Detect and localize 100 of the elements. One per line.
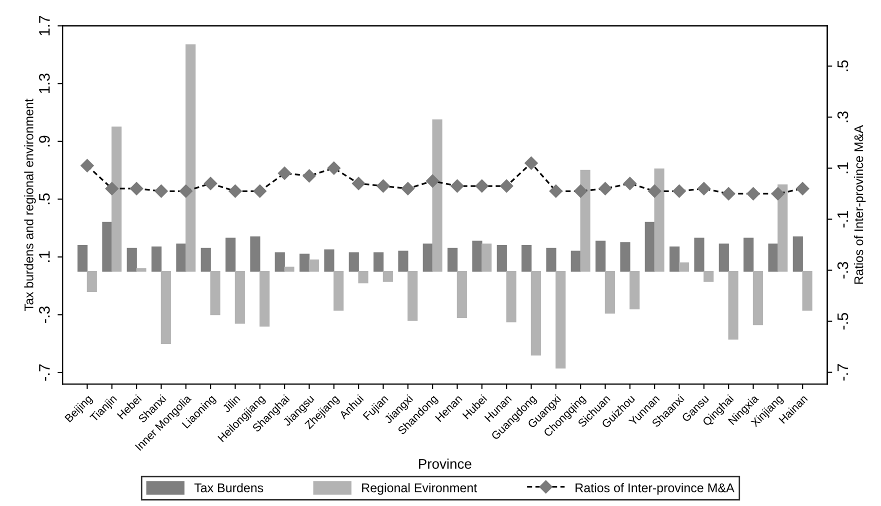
bar xyxy=(496,245,507,272)
point xyxy=(623,176,637,190)
point xyxy=(574,184,588,198)
y-tick-label: -.3 xyxy=(38,306,50,323)
point xyxy=(80,159,94,172)
bar xyxy=(77,245,88,272)
bar xyxy=(112,126,122,272)
bar xyxy=(308,259,319,272)
point xyxy=(475,179,488,193)
bar xyxy=(408,271,418,321)
y2-tick-label: .5 xyxy=(838,60,848,72)
bar xyxy=(284,266,294,272)
bar xyxy=(768,244,778,272)
bar xyxy=(718,244,729,272)
y2-tick-label: -.5 xyxy=(838,313,848,330)
y2-tick-label: -.3 xyxy=(837,262,848,278)
bar xyxy=(300,254,310,272)
bar xyxy=(274,252,285,272)
point xyxy=(302,169,316,182)
point xyxy=(352,176,366,190)
x-axis-title: Province xyxy=(419,458,472,469)
y-tick-label: 1.3 xyxy=(38,74,50,94)
bar xyxy=(556,271,566,369)
point xyxy=(401,182,414,196)
point xyxy=(105,182,118,196)
bar xyxy=(670,246,680,272)
bar xyxy=(530,271,541,356)
bar xyxy=(522,245,532,272)
point xyxy=(450,179,464,193)
bar xyxy=(348,252,359,272)
bar xyxy=(398,250,408,272)
point xyxy=(771,187,785,200)
bar xyxy=(160,271,171,344)
bar xyxy=(260,271,270,327)
point xyxy=(648,184,662,198)
y2-tick-label: .1 xyxy=(838,162,848,174)
bar xyxy=(596,240,606,272)
bar xyxy=(226,238,236,272)
y2-axis-title: Ratios of Inter-province M&A xyxy=(854,125,866,284)
point xyxy=(154,184,168,198)
y-tick-label: .9 xyxy=(38,136,50,146)
point xyxy=(278,166,292,180)
point xyxy=(130,182,144,196)
bar xyxy=(324,249,334,272)
bar xyxy=(152,246,162,272)
point xyxy=(376,179,390,193)
bar xyxy=(728,271,738,340)
bar xyxy=(234,271,245,324)
bar xyxy=(472,240,482,272)
bar xyxy=(802,271,812,311)
bar xyxy=(694,238,704,272)
y2-tick-label: -.1 xyxy=(838,211,848,228)
point xyxy=(672,184,686,198)
point xyxy=(746,187,760,200)
bar xyxy=(752,271,763,326)
bar xyxy=(704,271,714,282)
bar xyxy=(200,248,211,272)
bar xyxy=(778,184,788,272)
bar xyxy=(334,271,344,311)
bar xyxy=(374,252,384,272)
y2-tick-label: -.7 xyxy=(838,364,848,381)
bar xyxy=(654,168,664,272)
bar xyxy=(186,44,196,272)
point xyxy=(697,182,711,196)
bar xyxy=(250,236,260,272)
legend-label: Tax Burdens xyxy=(194,483,264,492)
point xyxy=(327,162,340,175)
bar xyxy=(176,244,186,272)
y-axis-title: Tax burdens and regional environment xyxy=(24,98,36,311)
point xyxy=(179,184,192,198)
bar xyxy=(630,271,640,310)
bar xyxy=(136,268,146,272)
bar xyxy=(604,271,615,314)
bar xyxy=(482,244,492,272)
bar xyxy=(506,271,516,322)
bar xyxy=(620,242,630,272)
y-tick-label: 1.7 xyxy=(39,16,50,36)
legend-label: Regional Evironment xyxy=(362,483,478,495)
legend-label: Ratios of Inter-province M&A xyxy=(576,483,734,495)
point xyxy=(228,184,242,198)
point xyxy=(500,179,514,193)
point xyxy=(426,174,440,188)
point xyxy=(253,184,266,198)
y-tick-label: -.7 xyxy=(39,364,50,381)
point xyxy=(598,182,612,196)
bar xyxy=(102,222,112,272)
bar xyxy=(744,238,754,272)
bar xyxy=(792,236,803,272)
point xyxy=(549,184,562,198)
y-tick-label: .1 xyxy=(39,251,50,262)
bar xyxy=(456,271,467,318)
point xyxy=(796,182,810,196)
bar xyxy=(448,248,458,272)
bar xyxy=(210,271,220,316)
bar xyxy=(382,271,393,282)
y-tick-label: .5 xyxy=(39,193,50,204)
bar xyxy=(546,248,556,272)
bar xyxy=(358,271,368,284)
point xyxy=(204,176,218,190)
bar xyxy=(432,119,442,272)
